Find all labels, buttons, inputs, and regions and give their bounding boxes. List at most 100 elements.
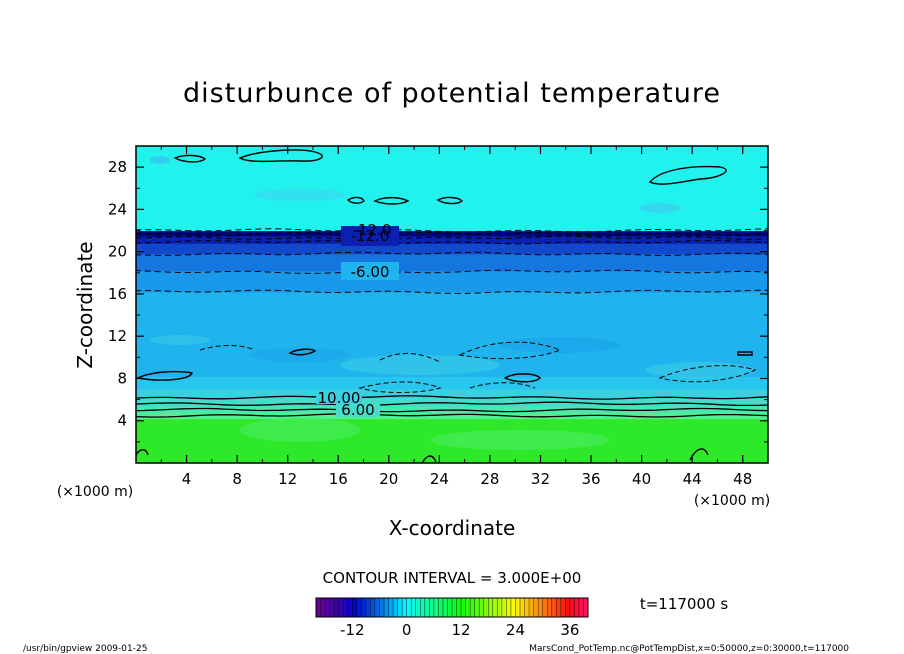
closed-contour [503,373,541,383]
patch [640,203,680,213]
contour-line [136,228,768,233]
colorbar-swatch [510,598,516,617]
colorbar-swatch [316,598,321,617]
colorbar-swatch [397,598,403,617]
time-label: t=117000 s [640,595,728,613]
colorbar-swatch [334,598,339,617]
colorbar-swatch [402,598,407,617]
x-axis-ticks: 4 8 12 16 20 24 28 32 36 40 44 48 [160,146,752,488]
patch [150,156,170,164]
colorbar-tick-label: 36 [560,621,579,639]
colorbar-swatch [429,598,435,617]
colorbar-swatch [465,598,471,617]
colorbar-swatch [415,598,421,617]
color-band [136,253,768,272]
closed-contour [173,154,207,163]
color-bands [136,146,768,463]
contour-line [136,269,768,274]
y-tick-label: 20 [108,243,127,261]
colorbar-swatch [583,598,589,617]
color-band [136,235,768,244]
dashed-contour [658,365,757,383]
colorbar-swatch [447,598,453,617]
color-band [136,376,768,390]
colorbar-swatch [325,598,330,617]
closed-contour [373,196,410,205]
color-band [136,146,768,232]
colorbar-swatch [492,598,498,617]
color-band [136,270,768,293]
x-tick-label: 20 [379,470,398,488]
closed-contours [136,149,753,463]
y-axis-unit: (×1000 m) [57,484,133,500]
colorbar-swatch [470,598,475,617]
colorbar-swatch [393,598,398,617]
y-axis-label: Z-coordinate [73,241,97,368]
y-tick-label: 16 [108,285,127,303]
x-tick-label: 40 [632,470,651,488]
colorbar-swatch [456,598,462,617]
contour-label: 10.00 [318,389,361,407]
footer-right: MarsCond_PotTemp.nc@PotTempDist,x=0:5000… [529,644,849,654]
colorbar-swatch [379,598,385,617]
colorbar-swatch [347,598,353,617]
colorbar-swatch [370,598,376,617]
colorbar-swatch [488,598,494,617]
footer-left: /usr/bin/gpview 2009-01-25 [23,644,147,654]
colorbar-swatch [506,598,512,617]
x-tick-label: 32 [531,470,550,488]
colorbar-swatch [529,598,534,617]
dashed-contour [379,352,441,363]
colorbar-swatch [520,598,525,617]
colorbar-ticks: -12 0 12 24 36 [340,621,579,639]
patch [340,355,500,375]
colorbar [315,598,589,617]
patch [645,362,755,378]
patch [255,189,345,201]
closed-contour [288,348,317,356]
contour-line [136,401,768,407]
colorbar-swatch [547,598,553,617]
closed-contour [238,149,323,163]
x-tick-label: 8 [232,470,242,488]
colorbar-tick-label: 0 [402,621,412,639]
dashed-contour [358,381,442,393]
closed-contour [421,455,437,463]
contour-line [136,240,768,245]
colorbar-swatch [433,598,439,617]
dashed-contour [458,341,562,360]
colorbar-swatch [329,598,335,617]
colorbar-swatch [388,598,394,617]
colorbar-swatch [365,598,371,617]
plot-area: -6.00 -12.0 -12.0 6.00 10.00 [136,146,768,463]
x-tick-label: 12 [278,470,297,488]
contour-lines [136,228,768,418]
patch [430,430,610,450]
x-tick-label: 28 [480,470,499,488]
dashed-contour [199,345,256,351]
colorbar-swatch [338,598,344,617]
colorbar-swatch [556,598,562,617]
contour-label: -12.0 [351,227,390,245]
colorbar-swatch [406,598,412,617]
plot-frame [135,145,769,464]
y-axis-ticks: 4 8 12 16 20 24 28 [108,158,768,443]
colorbar-swatch [565,598,571,617]
color-band [136,389,768,399]
x-tick-label: 24 [430,470,449,488]
colorbar-swatch [461,598,466,617]
colorbar-tick-label: 24 [506,621,525,639]
contour-line [136,407,768,413]
closed-contour [436,196,464,205]
closed-contour [346,196,365,204]
contour-label: -6.00 [351,263,390,281]
closed-contour [648,165,727,185]
colorbar-swatch [515,598,521,617]
colorbar-swatch [569,598,575,617]
colorbar-swatch [411,598,417,617]
colorbar-swatch [578,598,584,617]
contour-interval-text: CONTOUR INTERVAL = 3.000E+00 [323,569,582,587]
colorbar-swatch [320,598,326,617]
